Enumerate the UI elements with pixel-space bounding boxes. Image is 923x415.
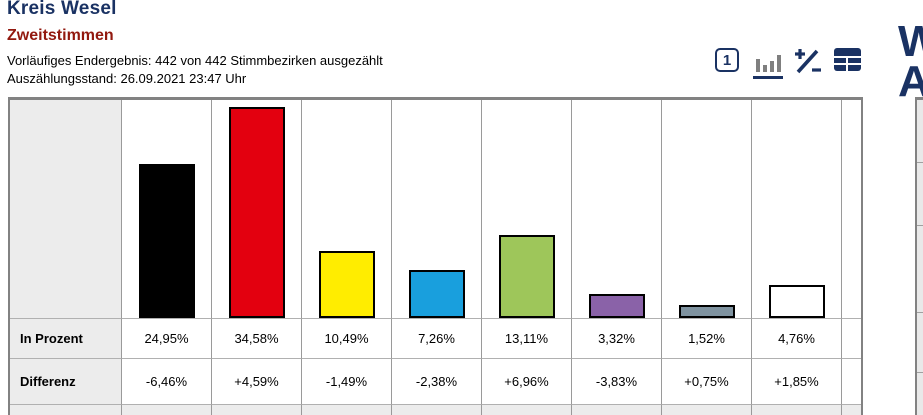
- clipped-row-cell: [752, 404, 842, 415]
- difference-value: +4,59%: [212, 358, 302, 404]
- single-view-icon: 1: [715, 48, 739, 72]
- chart-column: [752, 100, 842, 318]
- clipped-row-cell: [122, 404, 212, 415]
- difference-value: -1,49%: [302, 358, 392, 404]
- bar-green: [498, 235, 555, 318]
- difference-value: +1,85%: [752, 358, 842, 404]
- chart-column: [212, 100, 302, 318]
- page-title: Kreis Wesel: [7, 0, 117, 19]
- difference-filler-cell: [842, 358, 861, 404]
- clipped-row-cell: [482, 404, 572, 415]
- bar-white: [768, 285, 825, 318]
- percent-value: 4,76%: [752, 318, 842, 358]
- percent-value: 3,32%: [572, 318, 662, 358]
- table-icon: [834, 48, 861, 71]
- clipped-row-cell: [392, 404, 482, 415]
- bar-red: [228, 107, 285, 318]
- chart-row-label-cell: [10, 100, 122, 318]
- clipped-letter-top: W: [898, 17, 923, 66]
- active-view-underline: [753, 76, 783, 79]
- percent-value: 13,11%: [482, 318, 572, 358]
- table-view-button[interactable]: [833, 47, 863, 81]
- chart-filler-cell: [842, 100, 861, 318]
- clipped-row-cell: [842, 404, 861, 415]
- chart-column: [302, 100, 392, 318]
- clipped-letter-bottom: A: [898, 57, 923, 106]
- percent-value: 24,95%: [122, 318, 212, 358]
- difference-row-label: Differenz: [10, 358, 122, 404]
- difference-value: -6,46%: [122, 358, 212, 404]
- difference-view-button[interactable]: [793, 47, 823, 81]
- percent-value: 7,26%: [392, 318, 482, 358]
- difference-value: +6,96%: [482, 358, 572, 404]
- chart-column: [572, 100, 662, 318]
- view-switcher: 1: [713, 47, 863, 81]
- difference-value: +0,75%: [662, 358, 752, 404]
- bar-chart-icon: [754, 48, 782, 72]
- chart-column: [482, 100, 572, 318]
- chart-column: [392, 100, 482, 318]
- bar-lightblue: [408, 270, 465, 318]
- chart-column: [122, 100, 212, 318]
- percent-value: 10,49%: [302, 318, 392, 358]
- difference-value: -3,83%: [572, 358, 662, 404]
- vote-type-subtitle: Zweitstimmen: [7, 27, 114, 44]
- bar-yellow: [318, 251, 375, 318]
- clipped-row-cell: [662, 404, 752, 415]
- bar-black: [138, 164, 195, 318]
- chart-column: [662, 100, 752, 318]
- status-line-result: Vorläufiges Endergebnis: 442 von 442 Sti…: [7, 53, 383, 68]
- percent-row-label: In Prozent: [10, 318, 122, 358]
- plus-minus-icon: [795, 49, 821, 74]
- clipped-row-cell: [572, 404, 662, 415]
- clipped-neighbor-table: [915, 97, 923, 415]
- bar-chart-view-button[interactable]: [753, 47, 783, 81]
- clipped-edge-letters: W A: [898, 17, 923, 106]
- results-chart-table: In Prozent 24,95% 34,58% 10,49% 7,26% 13…: [8, 97, 863, 415]
- single-view-button[interactable]: 1: [713, 47, 743, 81]
- bar-purple: [588, 294, 645, 318]
- percent-filler-cell: [842, 318, 861, 358]
- clipped-row-cell: [302, 404, 392, 415]
- clipped-row-cell: [212, 404, 302, 415]
- percent-value: 34,58%: [212, 318, 302, 358]
- percent-value: 1,52%: [662, 318, 752, 358]
- status-line-timestamp: Auszählungsstand: 26.09.2021 23:47 Uhr: [7, 71, 247, 86]
- difference-value: -2,38%: [392, 358, 482, 404]
- bar-gray: [678, 305, 735, 318]
- clipped-row-cell: [10, 404, 122, 415]
